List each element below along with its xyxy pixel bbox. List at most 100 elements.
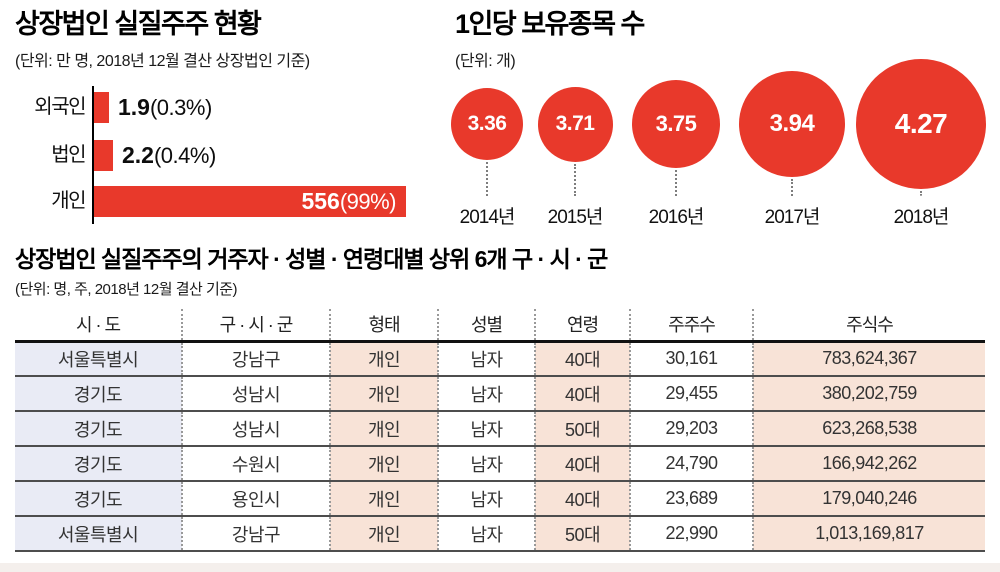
table-cell: 40대 [534,446,630,481]
bar-value-label: 556(99%) [94,186,406,217]
table-row: 경기도 수원시 개인 남자 40대 24,790 166,942,262 [15,446,985,481]
table-cell: 서울특별시 [15,516,182,551]
bar-value-number: 556 [301,188,340,214]
table-cell: 경기도 [15,411,182,446]
bubble-connector-line [574,163,576,196]
table-cell: 개인 [329,411,438,446]
bottom-strip [0,563,1000,572]
bubble-connector-line [675,170,677,196]
table-cell: 1,013,169,817 [752,516,985,551]
bubble-2015년: 3.71 [537,86,613,162]
bar-value-number: 2.2 [122,142,154,168]
table-body: 서울특별시 강남구 개인 남자 40대 30,161 783,624,367 경기도 성남시 개인… [15,341,985,551]
bubble-year-label: 2015년 [547,207,604,228]
bar-value-percent: (0.3%) [149,95,212,120]
table-cell: 166,942,262 [752,446,985,481]
column-header: 주주수 [629,309,753,343]
column-header: 시 · 도 [15,309,182,343]
table-title: 상장법인 실질주주의 거주자 · 성별 · 연령대별 상위 6개 구 · 시 ·… [15,246,608,272]
bubble-2014년: 3.36 [451,88,523,160]
table-cell: 50대 [534,411,630,446]
table-cell: 380,202,759 [752,376,985,411]
bar-value-percent: (99%) [339,189,397,214]
table-cell: 22,990 [629,516,753,551]
table-cell: 남자 [437,411,535,446]
table-cell: 남자 [437,376,535,411]
bubble-year-label: 2018년 [893,207,950,228]
column-header: 성별 [437,309,535,343]
table-cell: 남자 [437,446,535,481]
column-header: 형태 [329,309,438,343]
bubble-chart-section: 1인당 보유종목 수 (단위: 개) 3.36 2014년 3.71 2015년 3.7… [450,8,1000,240]
bubble-chart-plot: 3.36 2014년 3.71 2015년 3.75 2016년 3.94 2017년 4.27… [450,8,1000,240]
table-cell: 개인 [329,376,438,411]
table-cell: 24,790 [629,446,753,481]
column-header: 구 · 시 · 군 [181,309,330,343]
bubble-2016년: 3.75 [632,80,720,168]
bar-chart-plot: 외국인 1.9(0.3%) 법인 2.2(0.4%) 개인 556(99%) [15,86,440,236]
bar-외국인 [94,92,109,123]
table-row: 경기도 용인시 개인 남자 40대 23,689 179,040,246 [15,481,985,516]
table-cell: 30,161 [629,341,753,376]
bubble-2018년: 4.27 [856,59,986,189]
table-row: 경기도 성남시 개인 남자 50대 29,203 623,268,538 [15,411,985,446]
bubble-year-label: 2016년 [648,207,705,228]
table-cell: 경기도 [15,481,182,516]
table-cell: 29,455 [629,376,753,411]
bar-category-label: 외국인 [34,96,86,118]
table-cell: 경기도 [15,376,182,411]
bar-value-percent: (0.4%) [153,143,216,168]
table-cell: 성남시 [181,376,330,411]
table-cell: 남자 [437,341,535,376]
bar-chart-subtitle: (단위: 만 명, 2018년 12월 결산 상장법인 기준) [15,53,310,70]
table-section: 상장법인 실질주주의 거주자 · 성별 · 연령대별 상위 6개 구 · 시 ·… [15,246,985,552]
table-cell: 남자 [437,516,535,551]
table-cell: 수원시 [181,446,330,481]
table-cell: 성남시 [181,411,330,446]
bar-value-label: 2.2(0.4%) [122,140,216,171]
table-cell: 40대 [534,376,630,411]
table-cell: 40대 [534,341,630,376]
bubble-2017년: 3.94 [739,71,845,177]
bubble-year-label: 2017년 [764,207,821,228]
bubble-chart-subtitle: (단위: 개) [455,53,516,70]
table-subtitle: (단위: 명, 주, 2018년 12월 결산 기준) [15,281,238,298]
table-cell: 623,268,538 [752,411,985,446]
column-header: 연령 [534,309,630,343]
bubble-chart-title: 1인당 보유종목 수 [455,9,645,39]
table-cell: 서울특별시 [15,341,182,376]
table-cell: 23,689 [629,481,753,516]
table-cell: 경기도 [15,446,182,481]
bubble-connector-line [486,162,488,196]
table-cell: 남자 [437,481,535,516]
table-row: 서울특별시 강남구 개인 남자 50대 22,990 1,013,169,817 [15,516,985,551]
bar-chart-section: 상장법인 실질주주 현황 (단위: 만 명, 2018년 12월 결산 상장법인… [15,8,440,240]
table-cell: 강남구 [181,516,330,551]
table-cell: 50대 [534,516,630,551]
bubble-connector-line [920,191,922,196]
table-cell: 개인 [329,446,438,481]
bar-value-label: 1.9(0.3%) [118,92,212,123]
table-cell: 강남구 [181,341,330,376]
bar-법인 [94,140,113,171]
table-cell: 783,624,367 [752,341,985,376]
bar-개인 [94,186,406,217]
table-cell: 29,203 [629,411,753,446]
table-row: 서울특별시 강남구 개인 남자 40대 30,161 783,624,367 [15,341,985,376]
bar-chart-title: 상장법인 실질주주 현황 [15,9,262,39]
column-header: 주식수 [752,309,985,343]
bar-category-label: 법인 [51,144,86,166]
table-cell: 179,040,246 [752,481,985,516]
table-cell: 40대 [534,481,630,516]
table-row: 경기도 성남시 개인 남자 40대 29,455 380,202,759 [15,376,985,411]
bar-category-label: 개인 [51,190,86,212]
table-cell: 개인 [329,481,438,516]
table-cell: 개인 [329,341,438,376]
bubble-year-label: 2014년 [459,207,516,228]
y-axis-line [92,86,94,224]
bubble-connector-line [791,179,793,196]
